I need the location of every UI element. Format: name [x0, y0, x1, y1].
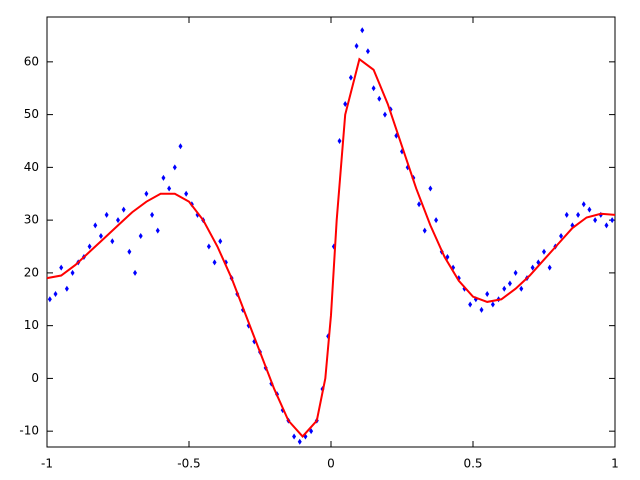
- point: [206, 243, 211, 250]
- point: [110, 238, 115, 245]
- point: [377, 95, 382, 102]
- y-tick-label: 20: [24, 265, 39, 279]
- point: [610, 217, 615, 224]
- y-tick-label: 60: [24, 54, 39, 68]
- point: [184, 190, 189, 197]
- point: [581, 201, 586, 208]
- x-tick-label: 0: [327, 457, 335, 471]
- point: [59, 264, 64, 271]
- point: [64, 285, 69, 292]
- point: [530, 264, 535, 271]
- point: [502, 285, 507, 292]
- point: [53, 290, 58, 297]
- x-tick-label: 0.5: [463, 457, 482, 471]
- point: [87, 243, 92, 250]
- point: [434, 217, 439, 224]
- point: [468, 301, 473, 308]
- point: [587, 206, 592, 213]
- x-tick-label: 1: [611, 457, 619, 471]
- point: [593, 217, 598, 224]
- point: [144, 190, 149, 197]
- point: [371, 85, 376, 92]
- point: [138, 232, 143, 239]
- point: [604, 222, 609, 229]
- point: [155, 227, 160, 234]
- point: [127, 248, 132, 255]
- point: [360, 27, 365, 34]
- point: [417, 201, 422, 208]
- point: [133, 269, 138, 276]
- point: [116, 217, 120, 224]
- point: [513, 269, 518, 276]
- plot-frame: [46, 16, 616, 448]
- point: [309, 428, 314, 435]
- point: [564, 211, 569, 218]
- point: [172, 164, 177, 171]
- point: [70, 269, 75, 276]
- y-tick-label: 40: [24, 160, 39, 174]
- point: [343, 101, 348, 108]
- point: [104, 211, 109, 218]
- point: [490, 301, 495, 308]
- point: [507, 280, 512, 287]
- point: [519, 285, 524, 292]
- point: [93, 222, 98, 229]
- y-tick-label: -10: [19, 424, 39, 438]
- y-tick-label: 50: [24, 107, 39, 121]
- point: [559, 232, 564, 239]
- point: [212, 259, 217, 266]
- point: [365, 48, 370, 55]
- point: [542, 248, 546, 255]
- point: [121, 206, 126, 213]
- fit-line: [46, 57, 616, 438]
- point: [422, 227, 427, 234]
- x-tick-label: -0.5: [177, 457, 200, 471]
- point: [382, 111, 387, 118]
- x-tick-label: -1: [41, 457, 53, 471]
- point: [485, 290, 490, 297]
- point: [576, 211, 581, 218]
- y-tick-label: 30: [24, 213, 39, 227]
- point: [479, 306, 484, 313]
- point: [150, 211, 155, 218]
- y-tick-label: 10: [24, 318, 39, 332]
- point: [428, 185, 433, 192]
- point: [292, 433, 297, 440]
- point: [178, 143, 183, 150]
- point: [218, 238, 223, 245]
- y-tick-label: 0: [31, 371, 39, 385]
- point: [337, 137, 342, 144]
- point: [47, 296, 52, 303]
- point: [547, 264, 552, 271]
- point: [167, 185, 172, 192]
- point: [161, 174, 166, 181]
- point: [348, 74, 353, 81]
- point: [297, 438, 302, 445]
- point: [354, 43, 359, 50]
- point: [98, 232, 103, 239]
